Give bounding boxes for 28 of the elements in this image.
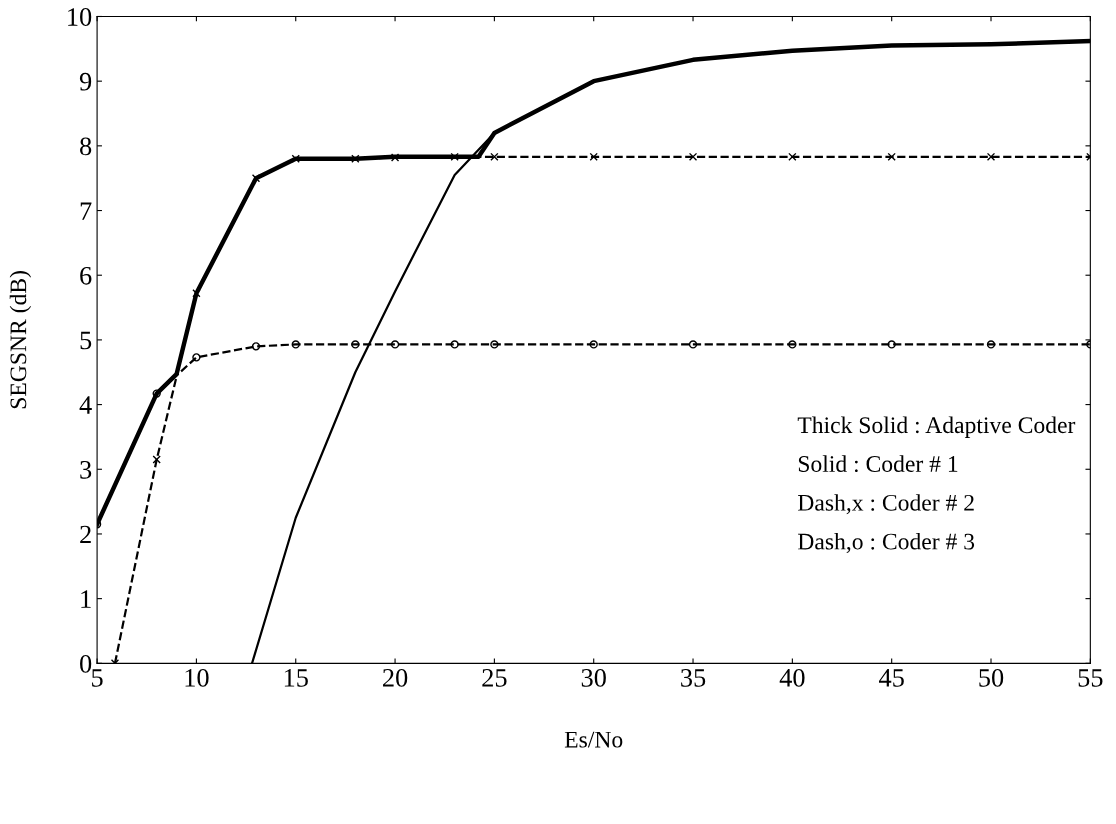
y-tick-label: 0 [80, 654, 92, 673]
x-tick-label: 10 [185, 668, 209, 687]
x-tick-label: 55 [1078, 669, 1103, 687]
x-tick-label: 30 [581, 668, 606, 687]
x-tick-label: 20 [383, 668, 408, 687]
x-tick-label: 35 [681, 669, 706, 687]
y-tick-label: 6 [80, 266, 92, 285]
annotation: Solid : Coder # 1 [798, 455, 958, 473]
annotation: Dash,o : Coder # 3 [798, 532, 975, 553]
y-tick-label: 4 [79, 396, 92, 414]
y-tick-label: 10 [68, 8, 92, 26]
y-tick-label: 1 [81, 590, 91, 608]
x-axis-title: Es/No [564, 731, 623, 748]
y-tick-label: 5 [80, 331, 92, 350]
x-tick-label: 45 [879, 669, 904, 687]
x-tick-label: 25 [482, 669, 507, 687]
x-tick-label: 5 [92, 669, 103, 687]
annotation: Thick Solid : Adaptive Coder [797, 416, 1076, 438]
annotation: Dash,x : Coder # 2 [798, 494, 974, 515]
y-tick-label: 2 [80, 525, 91, 544]
y-tick-label: 8 [80, 137, 92, 156]
y-tick-label: 3 [80, 460, 92, 479]
y-axis-title: SEGSNR (dB) [9, 271, 32, 409]
y-tick-label: 7 [80, 202, 92, 220]
x-tick-label: 50 [979, 668, 1004, 687]
x-tick-label: 40 [779, 668, 805, 687]
y-tick-label: 9 [79, 72, 92, 91]
x-tick-label: 15 [284, 669, 308, 687]
